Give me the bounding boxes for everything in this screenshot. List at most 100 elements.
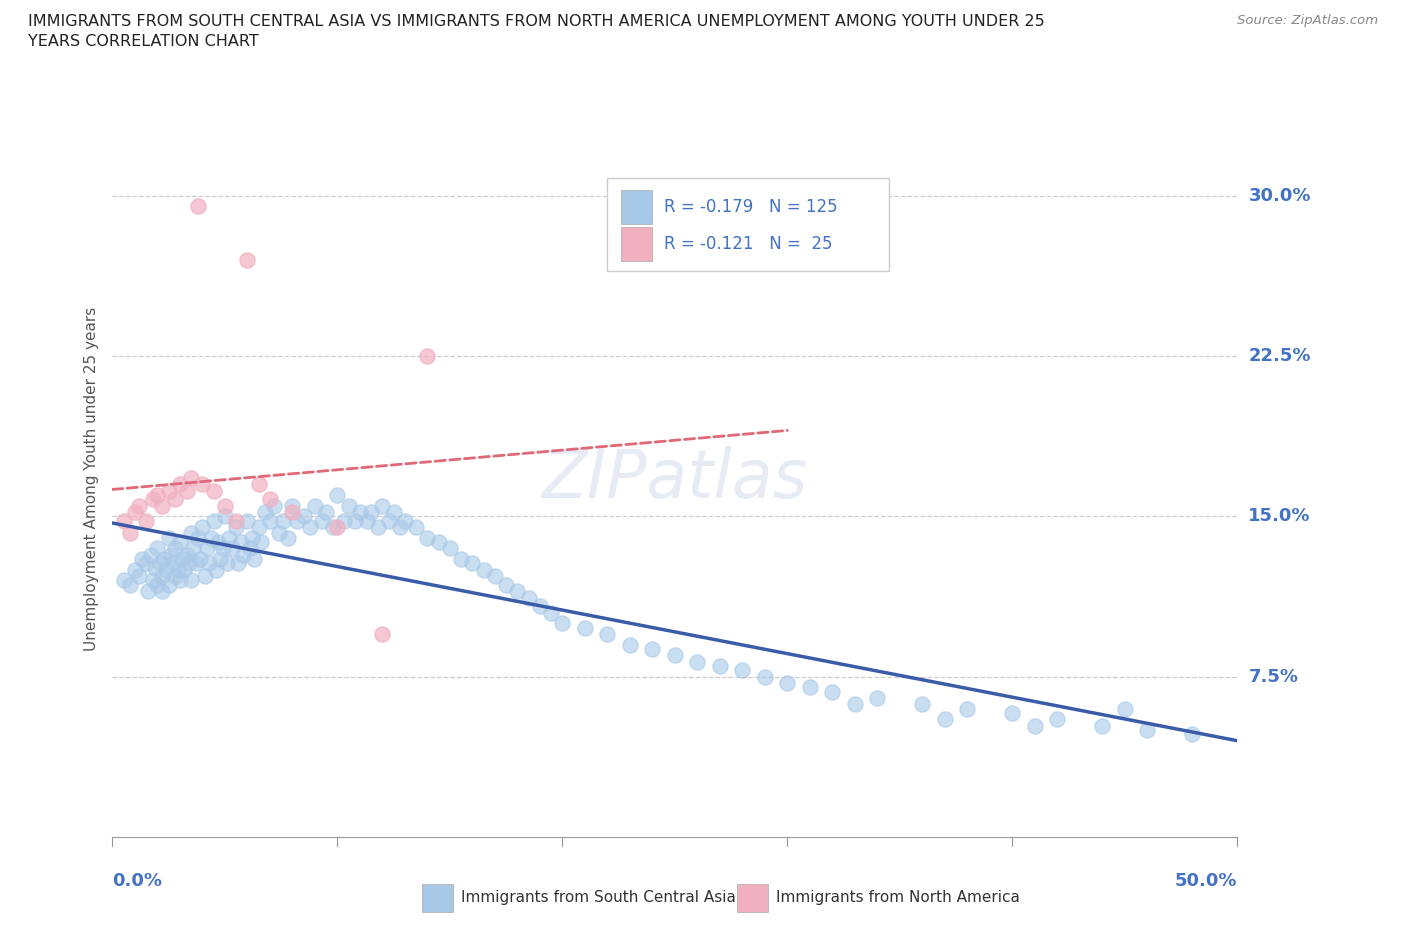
Point [1091, 718, 1114, 733]
FancyBboxPatch shape [422, 884, 453, 912]
Point [1024, 718, 1046, 733]
Point [686, 655, 709, 670]
Point [217, 556, 239, 571]
Point [225, 520, 247, 535]
Point [150, 569, 173, 584]
Point [1136, 723, 1159, 737]
Point [304, 498, 326, 513]
Point [461, 556, 484, 571]
Point [187, 530, 209, 545]
Point [169, 535, 191, 550]
Point [120, 526, 142, 541]
Text: Source: ZipAtlas.com: Source: ZipAtlas.com [1237, 14, 1378, 27]
Point [427, 535, 450, 550]
Point [153, 551, 176, 566]
Point [180, 471, 202, 485]
Point [259, 492, 281, 507]
Point [326, 487, 349, 502]
Point [311, 513, 333, 528]
Y-axis label: Unemployment Among Youth under 25 years: Unemployment Among Youth under 25 years [83, 307, 98, 651]
Point [1001, 706, 1024, 721]
Point [139, 548, 162, 563]
Point [378, 513, 401, 528]
Point [214, 509, 236, 524]
Point [337, 498, 360, 513]
Text: ZIPatlas: ZIPatlas [541, 446, 808, 512]
Point [162, 556, 184, 571]
Point [529, 599, 551, 614]
Point [124, 505, 146, 520]
Point [225, 513, 247, 528]
Point [416, 349, 439, 364]
Point [416, 530, 439, 545]
Point [135, 513, 157, 528]
Point [754, 670, 776, 684]
Point [243, 551, 266, 566]
Point [142, 573, 165, 588]
Point [166, 563, 188, 578]
Text: 0.0%: 0.0% [112, 871, 163, 890]
Point [382, 505, 405, 520]
Point [247, 477, 270, 492]
Point [194, 569, 217, 584]
Point [229, 535, 252, 550]
Point [198, 556, 221, 571]
Point [267, 526, 290, 541]
Point [160, 548, 183, 563]
Point [172, 551, 194, 566]
Point [250, 535, 273, 550]
Text: YEARS CORRELATION CHART: YEARS CORRELATION CHART [28, 34, 259, 49]
Point [149, 556, 172, 571]
Point [176, 548, 198, 563]
Point [221, 541, 243, 556]
Point [934, 712, 956, 727]
Text: 50.0%: 50.0% [1175, 871, 1237, 890]
Point [218, 530, 240, 545]
Point [183, 541, 205, 556]
Text: Immigrants from North America: Immigrants from North America [776, 890, 1019, 906]
Point [326, 520, 349, 535]
Point [709, 658, 731, 673]
Point [209, 551, 232, 566]
Point [177, 556, 200, 571]
Text: R = -0.121   N =  25: R = -0.121 N = 25 [664, 235, 832, 253]
Point [285, 513, 308, 528]
Point [371, 498, 394, 513]
Point [664, 648, 686, 663]
Point [143, 560, 166, 575]
Point [214, 498, 236, 513]
Point [128, 498, 150, 513]
Point [367, 520, 389, 535]
Point [574, 620, 596, 635]
Point [333, 513, 356, 528]
Point [211, 541, 233, 556]
Text: 15.0%: 15.0% [1249, 508, 1310, 525]
Point [131, 551, 153, 566]
Point [263, 498, 285, 513]
Point [866, 691, 889, 706]
Point [619, 637, 641, 652]
Point [281, 498, 304, 513]
Point [344, 513, 367, 528]
Point [299, 520, 322, 535]
Point [911, 697, 934, 711]
Point [349, 505, 371, 520]
Text: R = -0.179   N = 125: R = -0.179 N = 125 [664, 198, 837, 216]
Point [142, 492, 165, 507]
Text: 7.5%: 7.5% [1249, 668, 1298, 685]
Point [128, 569, 150, 584]
Point [356, 513, 378, 528]
Point [157, 578, 180, 592]
Point [157, 530, 180, 545]
Point [155, 563, 177, 578]
Point [180, 573, 202, 588]
Point [135, 556, 157, 571]
Point [247, 520, 270, 535]
Point [641, 642, 664, 657]
Point [202, 484, 225, 498]
Point [1181, 727, 1204, 742]
Point [150, 498, 173, 513]
Point [277, 530, 299, 545]
Point [157, 484, 180, 498]
Point [1046, 712, 1069, 727]
